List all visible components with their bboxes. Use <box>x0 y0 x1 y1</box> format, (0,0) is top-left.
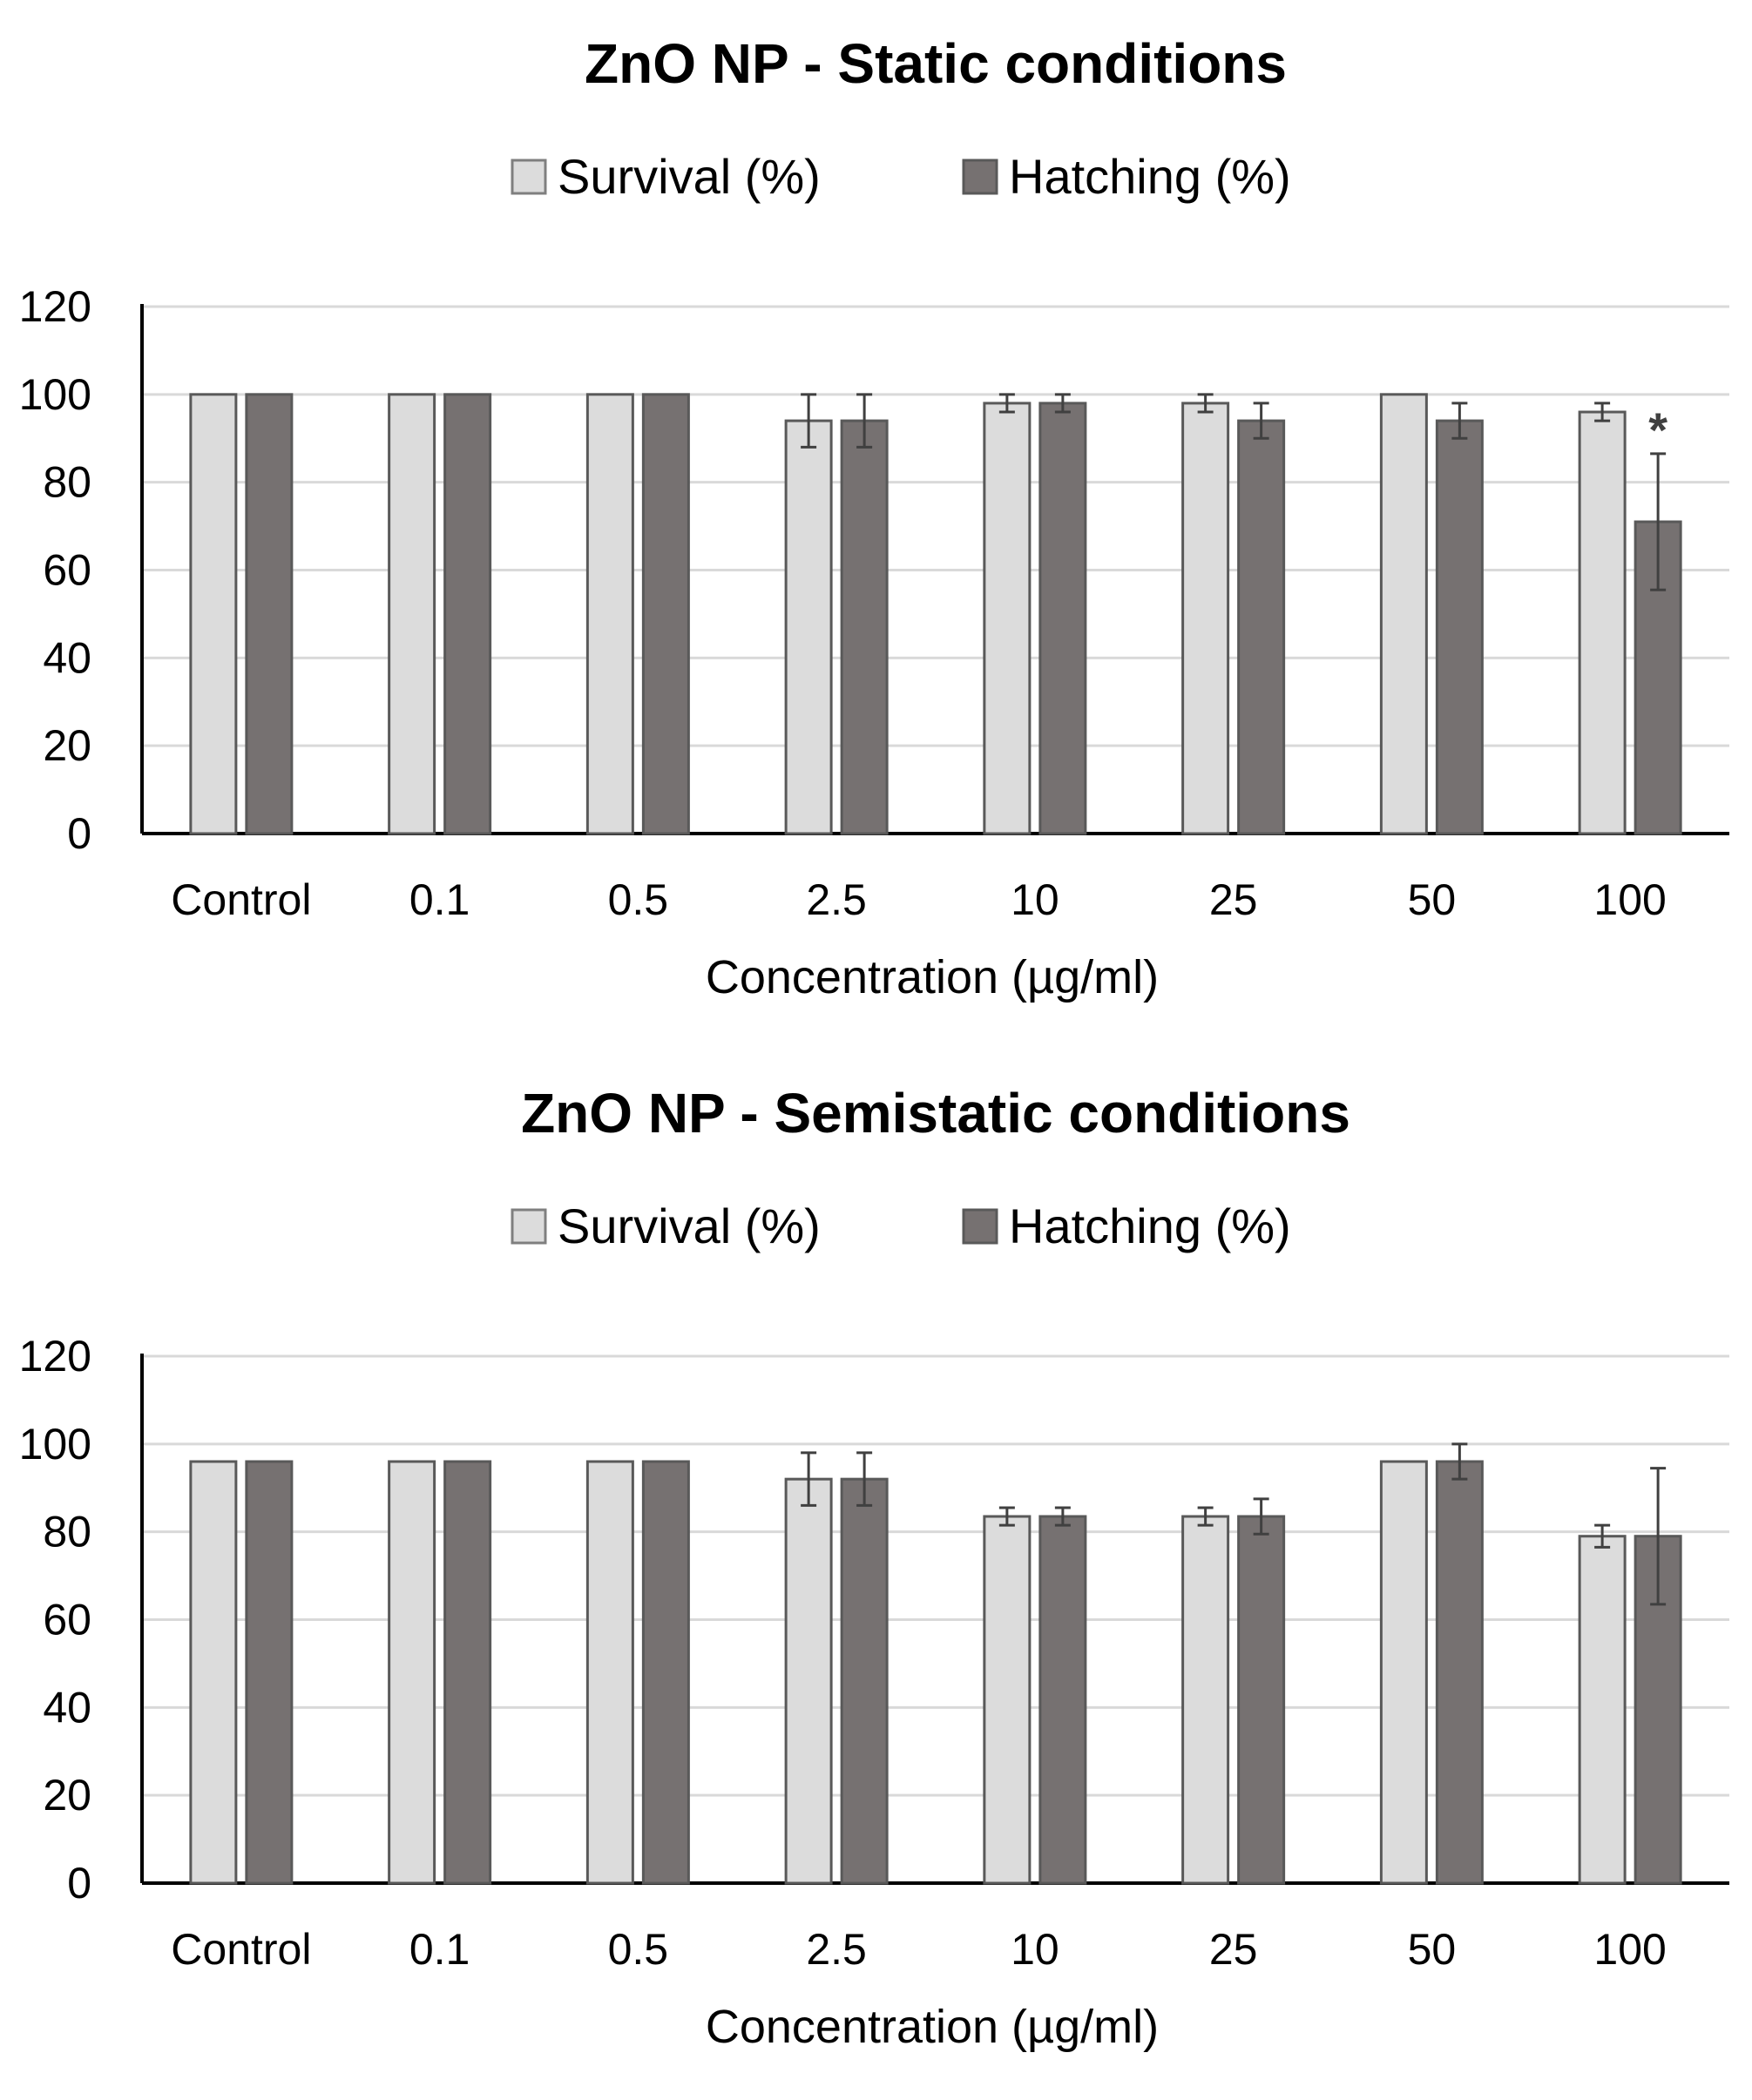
semistatic-x-tick-label: Control <box>171 1925 311 1974</box>
semistatic-bar-hatching <box>1237 1515 1286 1885</box>
static-bar-survival <box>1379 393 1428 835</box>
semistatic-bar-survival <box>784 1477 833 1885</box>
static-x-axis-title: Concentration (µg/ml) <box>706 951 1159 1003</box>
semistatic-error-bar <box>1650 1467 1667 1606</box>
semistatic-bar-hatching <box>1038 1515 1087 1885</box>
semistatic-bar-survival <box>585 1460 634 1885</box>
static-bar-hatching <box>1237 419 1286 835</box>
static-bar-survival <box>1578 410 1627 835</box>
semistatic-bar-hatching <box>641 1460 690 1885</box>
static-x-tick-label: 0.1 <box>409 875 470 924</box>
semistatic-bar-hatching <box>443 1460 492 1885</box>
static-bar-survival <box>784 419 833 835</box>
static-x-tick-label: Control <box>171 875 311 924</box>
semistatic-x-axis-title: Concentration (µg/ml) <box>706 2001 1159 2053</box>
static-y-tick-label: 40 <box>43 633 91 682</box>
static-error-bar <box>1054 393 1071 414</box>
semistatic-error-bar <box>1197 1506 1214 1527</box>
chart-semistatic: ZnO NP - Semistatic conditions Survival (… <box>0 1050 1752 2099</box>
semistatic-y-tick-label: 20 <box>43 1771 91 1820</box>
static-error-bar <box>998 393 1015 414</box>
static-significance-marker: * <box>1648 402 1667 457</box>
static-y-tick-label: 60 <box>43 546 91 595</box>
static-bar-hatching <box>840 419 889 835</box>
semistatic-bar-hatching <box>1435 1460 1484 1885</box>
static-bar-hatching <box>1038 402 1087 835</box>
semistatic-bar-hatching <box>245 1460 294 1885</box>
semistatic-bar-survival <box>983 1515 1032 1885</box>
static-legend-swatch-survival <box>511 159 547 195</box>
static-error-bar <box>856 393 873 449</box>
static-y-tick-label: 20 <box>43 721 91 770</box>
static-bar-survival <box>388 393 436 835</box>
semistatic-bar-hatching <box>840 1477 889 1885</box>
semistatic-y-tick-label: 0 <box>67 1859 91 1908</box>
static-chart-title: ZnO NP - Static conditions <box>585 32 1287 95</box>
chart-static-svg: ZnO NP - Static conditions Survival (%) Ha… <box>19 32 1729 1003</box>
static-error-bar <box>1594 402 1611 422</box>
static-legend-swatch-hatching <box>962 159 998 195</box>
static-error-bar <box>801 393 817 449</box>
chart-semistatic-svg: ZnO NP - Semistatic conditions Survival (… <box>19 1082 1729 2053</box>
semistatic-bar-survival <box>189 1460 238 1885</box>
semistatic-y-tick-label: 40 <box>43 1683 91 1732</box>
semistatic-x-tick-label: 25 <box>1209 1925 1258 1974</box>
static-bar-hatching <box>443 393 492 835</box>
semistatic-bar-survival <box>1578 1535 1627 1885</box>
static-bar-survival <box>1181 402 1230 835</box>
static-x-tick-label: 10 <box>1011 875 1059 924</box>
semistatic-x-tick-label: 10 <box>1011 1925 1059 1974</box>
semistatic-legend-label-hatching: Hatching (%) <box>1009 1199 1291 1253</box>
semistatic-error-bar <box>1594 1523 1611 1549</box>
static-error-bar <box>1253 402 1269 440</box>
semistatic-error-bar <box>801 1451 817 1507</box>
semistatic-error-bar <box>1253 1497 1269 1536</box>
semistatic-x-tick-label: 2.5 <box>806 1925 867 1974</box>
static-bar-hatching <box>1435 419 1484 835</box>
static-bar-survival <box>983 402 1032 835</box>
semistatic-bar-survival <box>1379 1460 1428 1885</box>
semistatic-error-bar <box>998 1506 1015 1527</box>
semistatic-x-tick-label: 100 <box>1593 1925 1666 1974</box>
static-x-tick-label: 100 <box>1593 875 1666 924</box>
semistatic-x-tick-label: 50 <box>1408 1925 1457 1974</box>
static-error-bar <box>1451 402 1468 440</box>
semistatic-bar-survival <box>1181 1515 1230 1885</box>
static-bar-hatching <box>641 393 690 835</box>
static-y-tick-label: 120 <box>19 282 91 331</box>
static-x-tick-label: 2.5 <box>806 875 867 924</box>
semistatic-legend-label-survival: Survival (%) <box>558 1199 821 1253</box>
static-y-tick-label: 100 <box>19 370 91 419</box>
static-error-bar <box>1197 393 1214 414</box>
static-legend-label-survival: Survival (%) <box>558 149 821 204</box>
semistatic-chart-title: ZnO NP - Semistatic conditions <box>521 1082 1350 1145</box>
semistatic-y-tick-label: 60 <box>43 1596 91 1644</box>
static-x-tick-label: 25 <box>1209 875 1258 924</box>
static-legend-label-hatching: Hatching (%) <box>1009 149 1291 204</box>
semistatic-error-bar <box>1451 1442 1468 1481</box>
static-bar-survival <box>585 393 634 835</box>
static-bar-survival <box>189 393 238 835</box>
static-bar-hatching <box>245 393 294 835</box>
semistatic-legend-swatch-hatching <box>962 1208 998 1245</box>
static-y-tick-label: 80 <box>43 458 91 507</box>
static-x-tick-label: 50 <box>1408 875 1457 924</box>
chart-static: ZnO NP - Static conditions Survival (%) Ha… <box>19 32 1729 1003</box>
semistatic-bar-survival <box>388 1460 436 1885</box>
static-x-tick-label: 0.5 <box>608 875 669 924</box>
static-y-tick-label: 0 <box>67 809 91 858</box>
static-error-bar <box>1650 452 1667 591</box>
semistatic-y-tick-label: 120 <box>19 1332 91 1381</box>
semistatic-error-bar <box>856 1451 873 1507</box>
semistatic-x-tick-label: 0.5 <box>608 1925 669 1974</box>
semistatic-x-tick-label: 0.1 <box>409 1925 470 1974</box>
semistatic-y-tick-label: 80 <box>43 1508 91 1556</box>
semistatic-y-tick-label: 100 <box>19 1420 91 1469</box>
semistatic-error-bar <box>1054 1506 1071 1527</box>
semistatic-legend-swatch-survival <box>511 1208 547 1245</box>
